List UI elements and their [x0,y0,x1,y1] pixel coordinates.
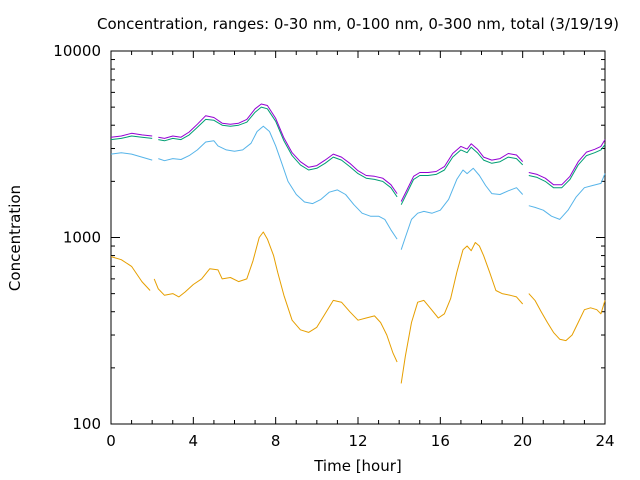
series-line-segment [528,139,606,186]
y-tick-label: 100 [72,415,101,433]
series-2 [110,125,606,250]
x-axis: 0 4 8 12 16 20 24 [106,51,615,450]
series-line-segment [400,242,524,384]
series-line-segment [153,231,398,363]
x-axis-title: Time [hour] [313,457,402,475]
series-3 [110,106,606,205]
series-1 [110,231,606,384]
series-line-segment [158,106,398,198]
series-line-segment [110,132,153,138]
x-tick-label: 0 [106,432,116,450]
series-4 [110,103,606,202]
series-line-segment [158,103,398,194]
x-tick-label: 12 [348,432,367,450]
series-line-segment [400,146,524,205]
series-layer [110,103,606,384]
x-tick-label: 20 [513,432,532,450]
y-axis-title: Concentration [6,185,24,291]
series-line-segment [158,125,398,240]
series-line-segment [400,167,524,250]
x-tick-label: 8 [271,432,281,450]
series-line-segment [528,144,606,189]
series-line-segment [528,173,606,220]
chart-title: Concentration, ranges: 0-30 nm, 0-100 nm… [97,15,619,33]
x-tick-label: 24 [595,432,614,450]
y-tick-label: 1000 [63,229,101,247]
y-axis: 100 1000 10000 [53,42,605,433]
x-tick-label: 4 [189,432,199,450]
series-line-segment [528,293,606,342]
series-line-segment [110,256,151,291]
plot-border [110,50,606,425]
x-tick-label: 16 [431,432,450,450]
plot-frame [110,50,606,425]
series-line-segment [110,152,153,161]
y-tick-label: 10000 [53,42,101,60]
series-line-segment [400,143,524,202]
series-line-segment [110,135,153,141]
